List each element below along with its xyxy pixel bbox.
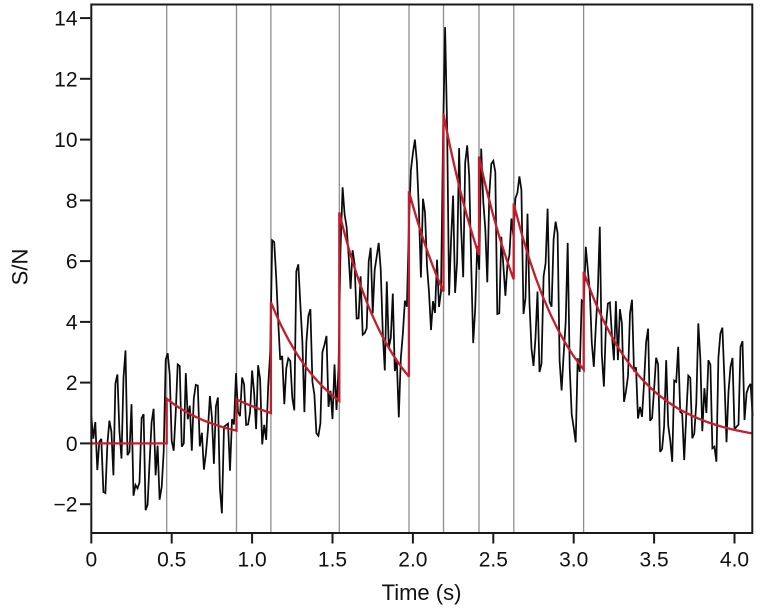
svg-text:S/N: S/N: [8, 249, 33, 286]
svg-text:14: 14: [54, 8, 78, 31]
svg-text:1.0: 1.0: [237, 549, 266, 572]
svg-text:2.5: 2.5: [479, 549, 508, 572]
svg-text:10: 10: [54, 129, 77, 152]
svg-text:2.0: 2.0: [398, 549, 427, 572]
svg-text:3.0: 3.0: [559, 549, 588, 572]
svg-text:−2: −2: [54, 494, 78, 517]
svg-text:0.5: 0.5: [157, 549, 186, 572]
svg-text:1.5: 1.5: [318, 549, 347, 572]
svg-text:12: 12: [54, 68, 77, 91]
svg-text:6: 6: [66, 251, 78, 274]
svg-text:4: 4: [66, 311, 78, 334]
svg-text:8: 8: [66, 190, 78, 213]
svg-text:3.5: 3.5: [639, 549, 668, 572]
svg-text:4.0: 4.0: [720, 549, 749, 572]
svg-text:0: 0: [66, 433, 78, 456]
svg-text:0: 0: [85, 549, 97, 572]
svg-text:2: 2: [66, 372, 78, 395]
svg-text:Time (s): Time (s): [382, 580, 462, 605]
